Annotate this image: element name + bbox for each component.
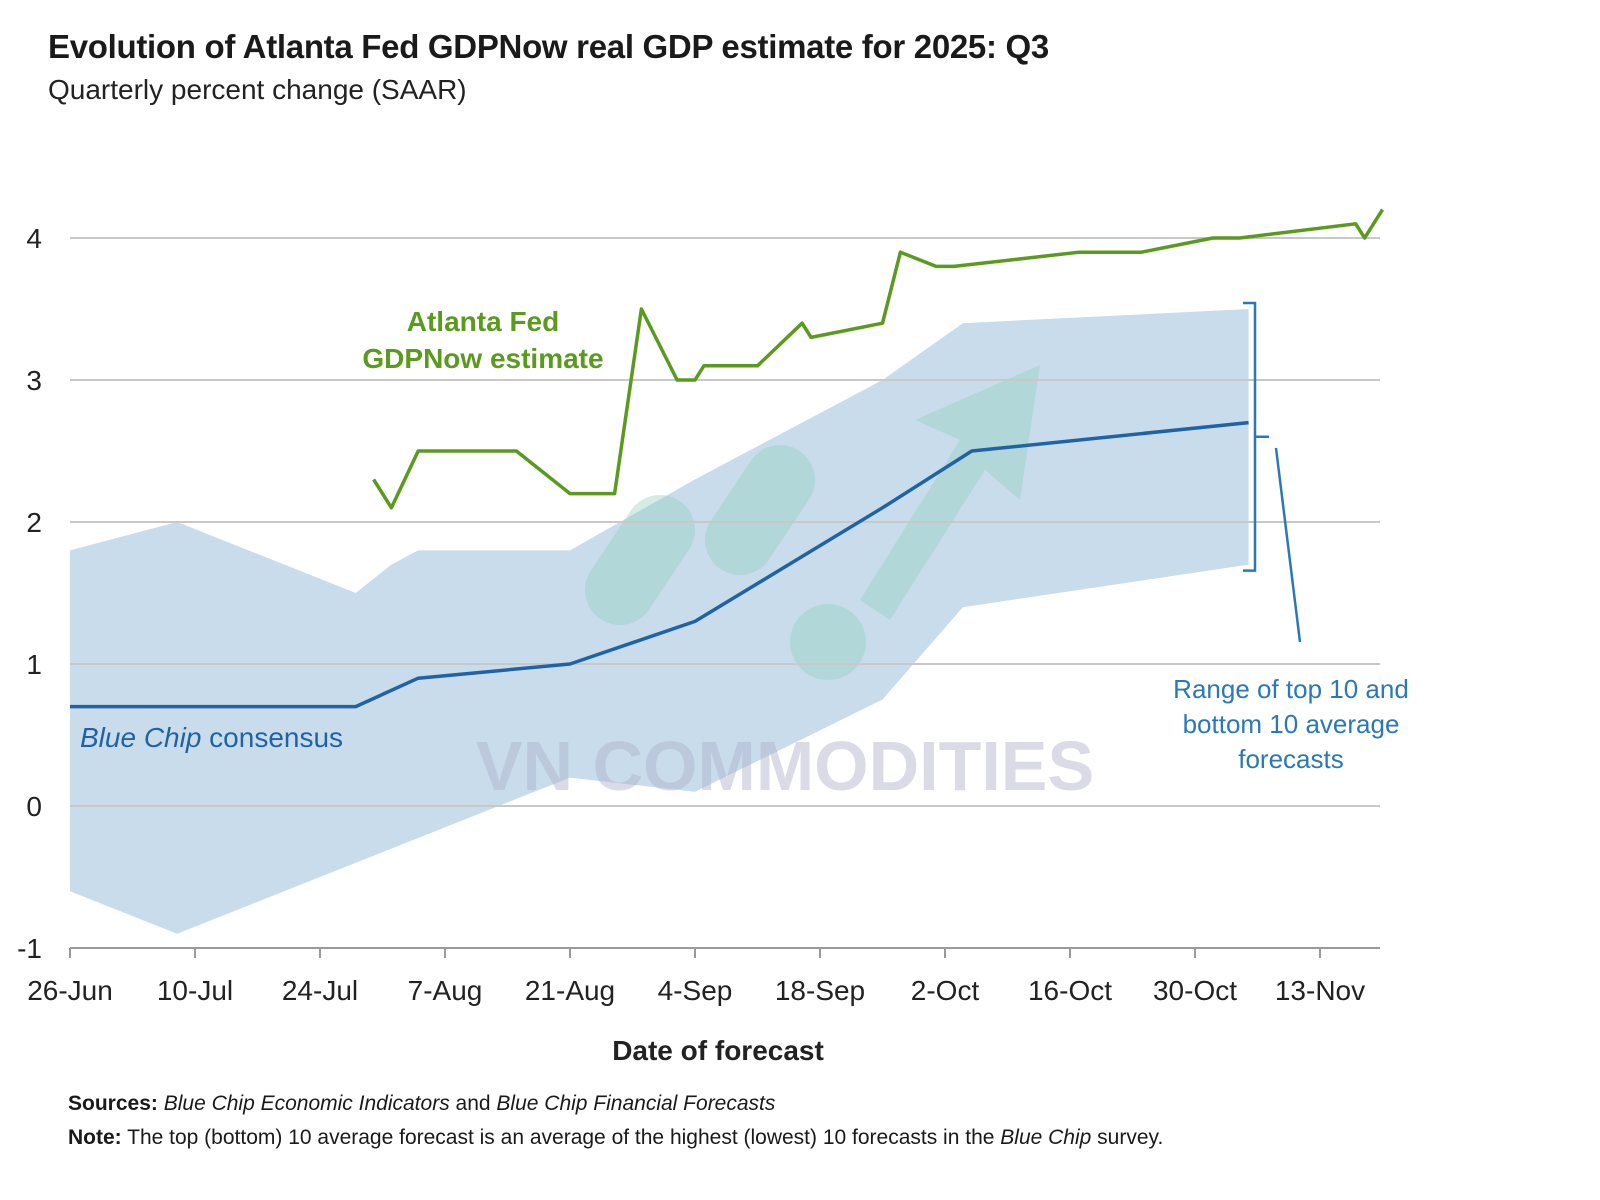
chart-subtitle: Quarterly percent change (SAAR) bbox=[48, 74, 467, 105]
note-label: Note: bbox=[68, 1126, 122, 1149]
range-pointer-line bbox=[1274, 447, 1302, 643]
sources-label: Sources: bbox=[68, 1092, 158, 1115]
gdpnow-label-line1: Atlanta Fed bbox=[407, 306, 559, 337]
note-text-2: survey. bbox=[1091, 1126, 1164, 1149]
x-tick-label: 21-Aug bbox=[525, 975, 615, 1006]
watermark-text: VN COMMODITIES bbox=[476, 727, 1094, 805]
watermark-dot bbox=[790, 604, 866, 680]
note-italic: Blue Chip bbox=[1000, 1126, 1092, 1149]
x-tick-label: 16-Oct bbox=[1028, 975, 1112, 1006]
y-tick-label: 0 bbox=[26, 791, 42, 822]
range-label-line3: forecasts bbox=[1238, 744, 1344, 774]
x-tick-label: 13-Nov bbox=[1275, 975, 1365, 1006]
consensus-label: Blue Chip consensus bbox=[80, 722, 343, 753]
gdpnow-label-line2: GDPNow estimate bbox=[362, 343, 603, 374]
y-tick-label: 2 bbox=[26, 507, 42, 538]
y-tick-label: -1 bbox=[17, 933, 42, 964]
sources-footnote: Sources: Blue Chip Economic Indicators a… bbox=[68, 1092, 775, 1116]
y-tick-label: 4 bbox=[26, 223, 42, 254]
x-tick-label: 2-Oct bbox=[911, 975, 980, 1006]
range-label-line1: Range of top 10 and bbox=[1173, 674, 1409, 704]
x-tick-label: 30-Oct bbox=[1153, 975, 1237, 1006]
y-tick-label: 1 bbox=[26, 649, 42, 680]
consensus-label-rest: consensus bbox=[201, 722, 343, 753]
sources-and: and bbox=[449, 1092, 497, 1115]
consensus-label-italic: Blue Chip bbox=[80, 722, 201, 753]
watermark-logo bbox=[585, 365, 1040, 680]
note-footnote: Note: The top (bottom) 10 average foreca… bbox=[68, 1126, 1163, 1150]
watermark-stroke bbox=[585, 495, 695, 625]
x-tick-label: 4-Sep bbox=[658, 975, 733, 1006]
x-tick-label: 18-Sep bbox=[775, 975, 865, 1006]
watermark-stroke bbox=[705, 445, 815, 575]
x-axis-label: Date of forecast bbox=[612, 1035, 824, 1066]
x-tick-label: 7-Aug bbox=[408, 975, 483, 1006]
sources-publication-2: Blue Chip Financial Forecasts bbox=[496, 1092, 776, 1115]
watermark-arrow bbox=[860, 365, 1040, 620]
note-text-1: The top (bottom) 10 average forecast is … bbox=[121, 1126, 1001, 1149]
sources-publication-1: Blue Chip Economic Indicators bbox=[163, 1092, 450, 1115]
gdpnow-line bbox=[372, 208, 1384, 510]
consensus-line bbox=[70, 420, 1249, 709]
chart-title: Evolution of Atlanta Fed GDPNow real GDP… bbox=[48, 28, 1049, 65]
range-bracket bbox=[1243, 301, 1269, 572]
x-tick-label: 26-Jun bbox=[27, 975, 113, 1006]
y-tick-label: 3 bbox=[26, 365, 42, 396]
range-band bbox=[70, 309, 1249, 934]
range-label-line2: bottom 10 average bbox=[1183, 709, 1400, 739]
x-tick-label: 10-Jul bbox=[157, 975, 233, 1006]
x-tick-label: 24-Jul bbox=[282, 975, 358, 1006]
